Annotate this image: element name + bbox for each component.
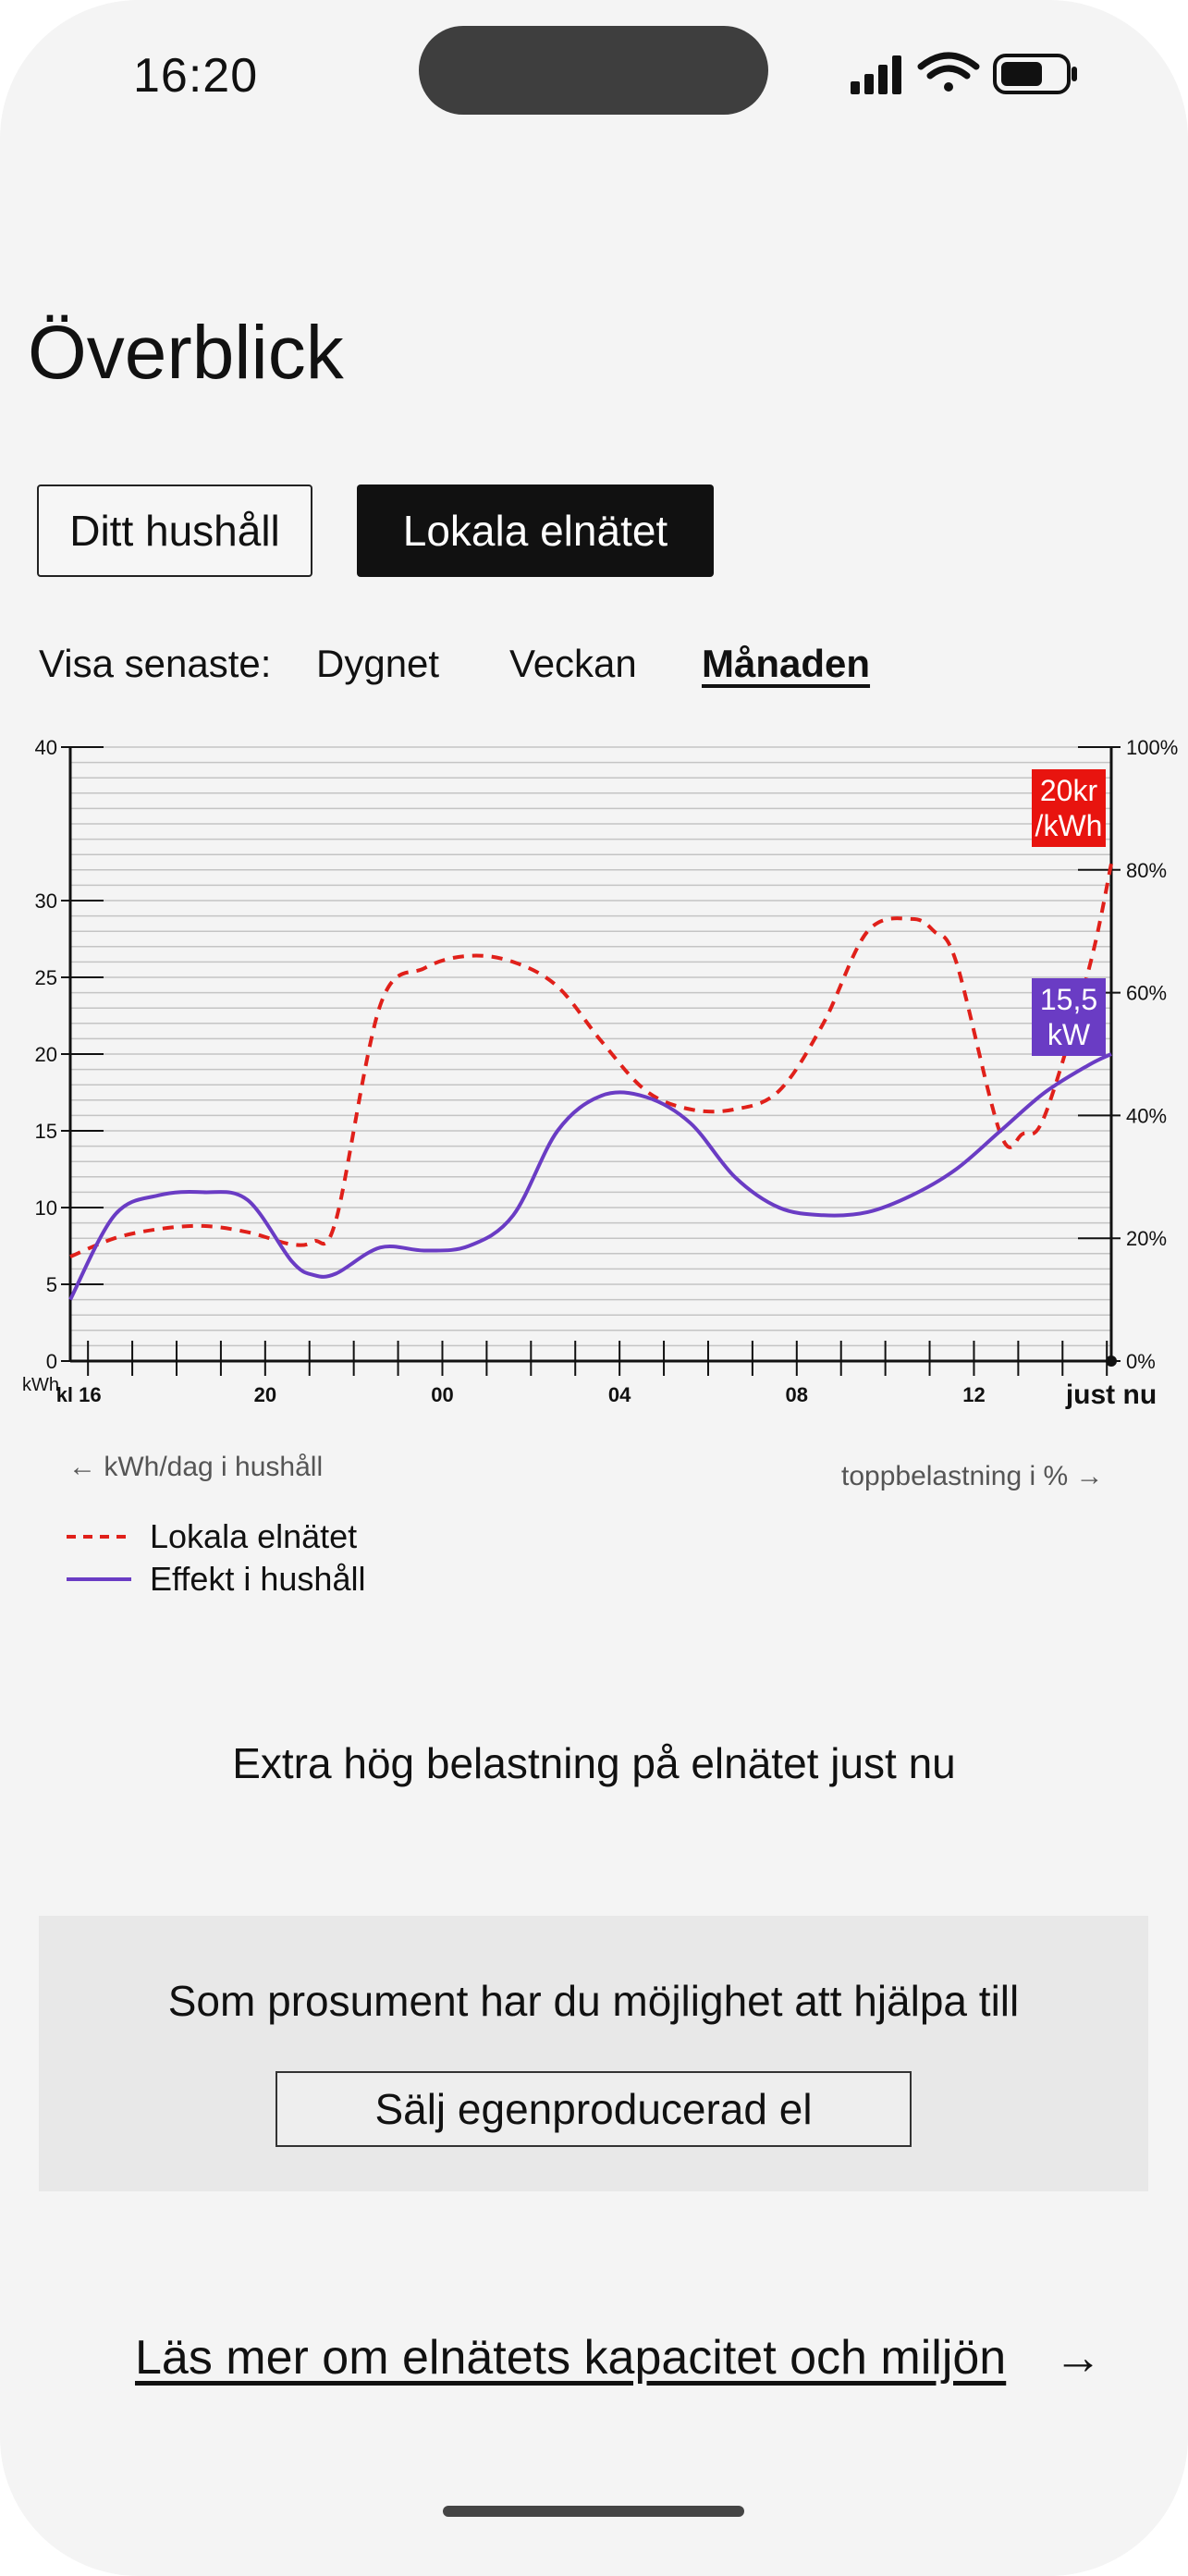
x-axis-end-label: just nu xyxy=(1065,1380,1157,1410)
x-tick-label: 20 xyxy=(254,1383,276,1406)
read-more-link[interactable]: Läs mer om elnätets kapacitet och miljön xyxy=(135,2331,1007,2385)
status-time: 16:20 xyxy=(133,49,259,103)
legend-label-local-grid: Lokala elnätet xyxy=(150,1517,358,1555)
x-tick-label: kl 16 xyxy=(56,1383,102,1406)
left-tick-label: 15 xyxy=(35,1120,57,1143)
left-tick-label: 5 xyxy=(46,1273,57,1296)
badge-line1: 20kr xyxy=(1040,774,1098,807)
x-tick-label: 08 xyxy=(786,1383,808,1406)
page-title: Överblick xyxy=(28,311,344,395)
home-indicator xyxy=(443,2506,744,2517)
sell-electricity-button[interactable]: Sälj egenproducerad el xyxy=(276,2071,912,2147)
series-line-local-grid xyxy=(69,863,1113,1258)
battery-icon xyxy=(993,54,1077,94)
signal-icon xyxy=(851,55,901,94)
right-axis-note: toppbelastning i % → xyxy=(841,1461,1104,1491)
x-tick-label: 12 xyxy=(962,1383,985,1406)
wifi-icon xyxy=(917,52,980,92)
range-option-week[interactable]: Veckan xyxy=(509,642,637,685)
left-tick-label: 25 xyxy=(35,966,57,989)
right-tick-label: 80% xyxy=(1126,859,1167,882)
left-tick-label: 30 xyxy=(35,889,57,913)
legend-item-local-grid: Lokala elnätet xyxy=(67,1516,357,1557)
right-tick-label: 20% xyxy=(1126,1227,1167,1250)
dashed-line-icon xyxy=(67,1535,131,1539)
badge-line2: kW xyxy=(1047,1018,1091,1051)
prosument-text: Som prosument har du möjlighet att hjälp… xyxy=(167,1977,1020,2025)
badge-line2: /kWh xyxy=(1035,809,1103,842)
status-icons xyxy=(851,52,1077,94)
left-tick-label: 40 xyxy=(35,736,57,759)
arrow-right-icon[interactable]: → xyxy=(1054,2331,1102,2385)
dynamic-island xyxy=(419,26,768,115)
tab-household[interactable]: Ditt hushåll xyxy=(37,485,312,577)
series-line-household xyxy=(68,1052,1112,1301)
legend-label-household: Effekt i hushåll xyxy=(150,1560,366,1598)
left-tick-label: 20 xyxy=(35,1043,57,1066)
range-option-month[interactable]: Månaden xyxy=(702,642,871,685)
alert-text: Extra hög belastning på elnätet just nu xyxy=(232,1739,956,1787)
right-tick-label: 0% xyxy=(1126,1350,1156,1373)
now-marker xyxy=(1106,1355,1117,1367)
range-option-day[interactable]: Dygnet xyxy=(316,642,440,685)
left-tick-label: 0 xyxy=(46,1350,57,1373)
tab-local-grid[interactable]: Lokala elnätet xyxy=(357,485,714,577)
left-tick-label: 10 xyxy=(35,1196,57,1220)
x-tick-label: 00 xyxy=(431,1383,453,1406)
prosument-box: Som prosument har du möjlighet att hjälp… xyxy=(39,1916,1148,2191)
left-axis-note: ← kWh/dag i hushåll xyxy=(68,1452,324,1482)
right-tick-label: 100% xyxy=(1126,736,1178,759)
legend-item-household: Effekt i hushåll xyxy=(67,1559,365,1600)
price-badge xyxy=(1032,769,1106,847)
right-tick-label: 60% xyxy=(1126,982,1167,1005)
power-badge xyxy=(1032,978,1106,1056)
range-label: Visa senaste: xyxy=(39,642,272,685)
x-tick-label: 04 xyxy=(608,1383,631,1406)
chart: 0 5 10 15 20 25 30 40 kWh 0% 20% 40% 60% 80% 100% kl 16… xyxy=(22,736,1178,1410)
solid-line-icon xyxy=(67,1577,131,1581)
left-axis-unit: kWh xyxy=(22,1375,59,1395)
right-tick-label: 40% xyxy=(1126,1104,1167,1127)
badge-line1: 15,5 xyxy=(1040,983,1097,1016)
